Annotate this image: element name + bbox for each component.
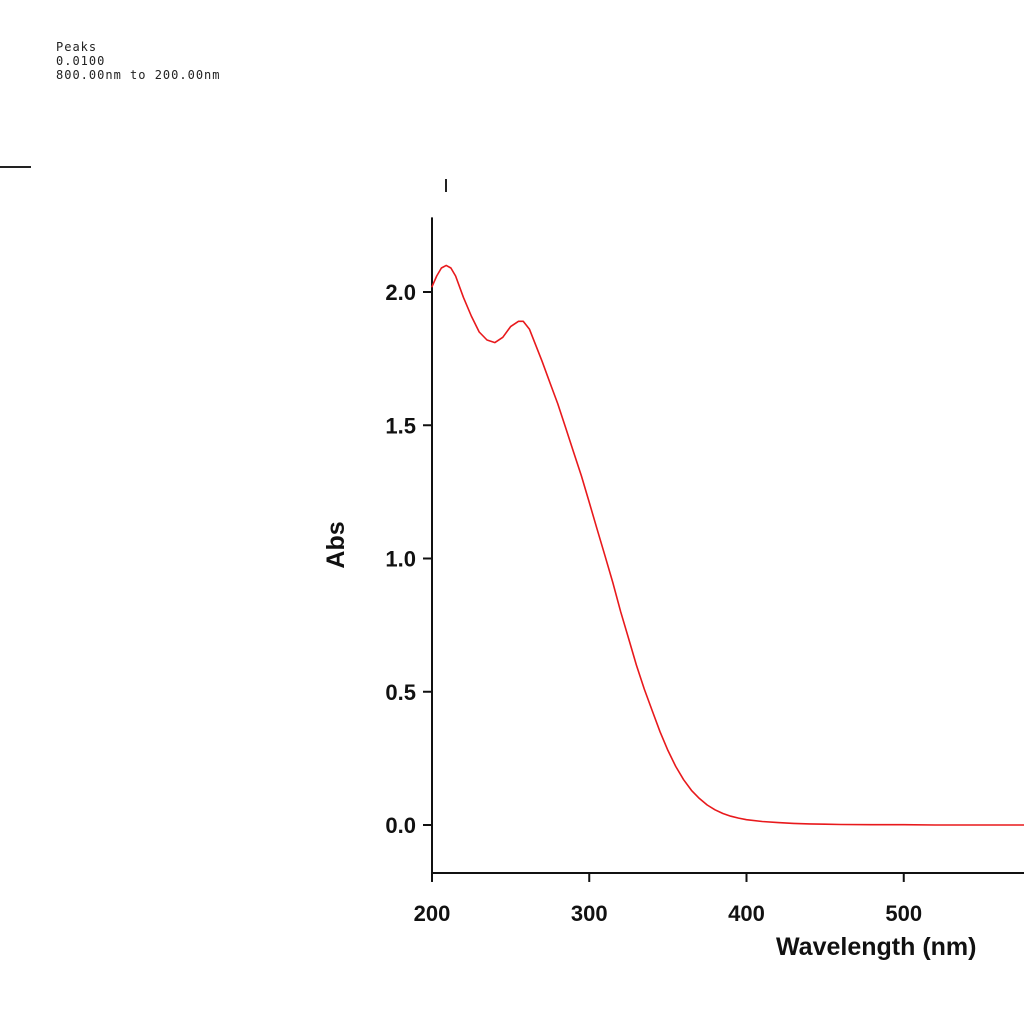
x-axis-title: Wavelength (nm) [776,933,976,961]
x-tick-label: 400 [728,901,765,926]
y-axis-title: Abs [322,521,350,568]
absorbance-series-line [431,264,1024,826]
chart-axes [431,217,1024,874]
dash-mark [0,166,31,168]
x-tick-label: 200 [414,901,451,926]
x-axis-ticks: 200 300 400 500 [414,872,922,926]
y-tick-label: 2.0 [385,280,416,305]
scan-info-threshold: 0.0100 [56,54,106,68]
scan-info-mode: Peaks [56,40,98,54]
scan-info-range: 800.00nm to 200.00nm [56,68,221,82]
y-axis-ticks: 0.0 0.5 1.0 1.5 2.0 [385,280,432,838]
cursor-marker [445,179,447,192]
x-tick-label: 500 [885,901,922,926]
y-tick-label: 1.0 [385,547,416,572]
scan-info: Peaks 0.0100 800.00nm to 200.00nm [56,40,221,82]
y-tick-label: 0.0 [385,813,416,838]
y-tick-label: 1.5 [385,413,416,438]
x-tick-label: 300 [571,901,608,926]
y-tick-label: 0.5 [385,680,416,705]
chart-series [431,264,1024,826]
